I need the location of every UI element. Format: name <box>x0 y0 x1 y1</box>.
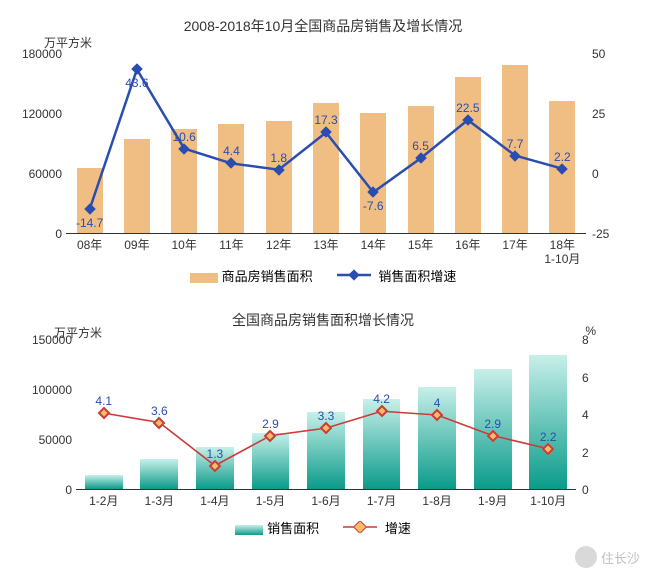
xtick: 15年 <box>408 238 433 252</box>
ytick-left: 120000 <box>22 107 62 121</box>
chart1-legend: 商品房销售面积 销售面积增速 <box>0 266 646 285</box>
ytick-right: 50 <box>592 47 605 61</box>
ytick-right: 6 <box>582 371 589 385</box>
watermark: 住长沙 <box>575 546 640 568</box>
chart2: 全国商品房销售面积增长情况 万平方米 % 4.13.61.32.93.34.24… <box>0 292 646 572</box>
xtick: 10年 <box>171 238 196 252</box>
xtick: 1-3月 <box>145 494 174 508</box>
legend-bar: 销售面积 <box>235 518 319 537</box>
xtick: 17年 <box>502 238 527 252</box>
value-label: 1.8 <box>270 151 287 165</box>
legend-line: 增速 <box>343 518 411 537</box>
xtick: 09年 <box>124 238 149 252</box>
xtick: 1-6月 <box>311 494 340 508</box>
value-label: 3.3 <box>318 409 335 423</box>
value-label: 4.4 <box>223 144 240 158</box>
chart1: 2008-2018年10月全国商品房销售及增长情况 万平方米 -14.743.6… <box>0 0 646 292</box>
xtick: 18年 1-10月 <box>544 238 580 267</box>
value-label: 4.2 <box>373 392 390 406</box>
chart2-legend: 销售面积 增速 <box>0 518 646 537</box>
ytick-left: 0 <box>65 483 72 497</box>
value-label: 43.6 <box>125 76 148 90</box>
value-label: 10.6 <box>172 130 195 144</box>
value-label: 1.3 <box>207 447 224 461</box>
ytick-left: 150000 <box>32 333 72 347</box>
xtick: 1-7月 <box>367 494 396 508</box>
xtick: 1-10月 <box>530 494 566 508</box>
ytick-left: 0 <box>55 227 62 241</box>
ytick-right: 2 <box>582 446 589 460</box>
xtick: 14年 <box>361 238 386 252</box>
xtick: 1-2月 <box>89 494 118 508</box>
ytick-right: 4 <box>582 408 589 422</box>
value-label: 2.2 <box>554 150 571 164</box>
value-label: 2.9 <box>262 417 279 431</box>
xtick: 12年 <box>266 238 291 252</box>
chart1-plot: -14.7 43.6 10.6 4.4 1.8 17.3 -7.6 6.5 22.5 7.7 2.2 <box>66 54 586 234</box>
xtick: 1-5月 <box>256 494 285 508</box>
legend-bar: 商品房销售面积 <box>190 266 313 285</box>
value-label: 7.7 <box>507 137 524 151</box>
value-label: 2.2 <box>540 430 557 444</box>
value-label: -7.6 <box>363 199 384 213</box>
ytick-left: 60000 <box>29 167 62 181</box>
watermark-icon <box>575 546 597 568</box>
xtick: 08年 <box>77 238 102 252</box>
xtick: 1-4月 <box>200 494 229 508</box>
xtick: 1-9月 <box>478 494 507 508</box>
value-label: 6.5 <box>412 139 429 153</box>
ytick-left: 180000 <box>22 47 62 61</box>
ytick-right: 8 <box>582 333 589 347</box>
ytick-left: 100000 <box>32 383 72 397</box>
ytick-right: 0 <box>592 167 599 181</box>
chart1-title: 2008-2018年10月全国商品房销售及增长情况 <box>0 0 646 36</box>
ytick-left: 50000 <box>39 433 72 447</box>
value-label: 22.5 <box>456 101 479 115</box>
ytick-right: -25 <box>592 227 609 241</box>
value-label: -14.7 <box>76 216 103 230</box>
value-label: 2.9 <box>484 417 501 431</box>
legend-line: 销售面积增速 <box>337 266 457 285</box>
value-label: 4 <box>434 396 441 410</box>
chart2-plot: 4.1 3.6 1.3 2.9 3.3 4.2 4 2.9 2.2 <box>76 340 576 490</box>
xtick: 1-8月 <box>422 494 451 508</box>
xtick: 16年 <box>455 238 480 252</box>
value-label: 3.6 <box>151 404 168 418</box>
xtick: 11年 <box>219 238 243 252</box>
ytick-right: 25 <box>592 107 605 121</box>
value-label: 4.1 <box>95 394 112 408</box>
ytick-right: 0 <box>582 483 589 497</box>
xtick: 13年 <box>313 238 338 252</box>
value-label: 17.3 <box>314 113 337 127</box>
